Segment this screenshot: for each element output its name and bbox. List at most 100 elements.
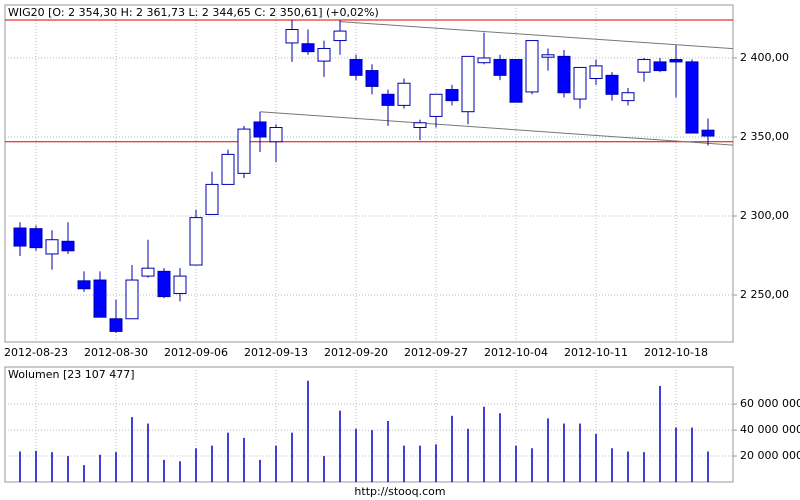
candle-body (237, 128, 251, 174)
candle-body (637, 59, 651, 73)
volume-bar (611, 448, 613, 482)
volume-bar (499, 413, 501, 482)
candle-body (541, 54, 555, 58)
volume-bar (659, 385, 661, 482)
candle-body (221, 153, 235, 185)
candle-body (45, 239, 59, 255)
volume-bar (371, 430, 373, 482)
volume-bar (643, 452, 645, 482)
candle-body (61, 240, 75, 252)
volume-bar (147, 423, 149, 482)
volume-bar (67, 456, 69, 482)
candle-body (477, 57, 491, 64)
candle-body (557, 55, 571, 94)
volume-bar (35, 450, 37, 482)
x-tick-label: 2012-10-18 (644, 346, 708, 359)
chart-title: Wolumen [23 107 477] (8, 368, 135, 381)
candle-body (701, 129, 715, 137)
x-tick-label: 2012-09-06 (164, 346, 228, 359)
price-panel (4, 4, 734, 343)
candle-body (493, 59, 507, 76)
candle-body (333, 30, 347, 42)
candle-body (509, 59, 523, 103)
candle-body (365, 70, 379, 87)
volume-bar (291, 432, 293, 482)
volume-bar (563, 423, 565, 482)
volume-bar (259, 459, 261, 482)
candle-body (653, 61, 667, 72)
volume-panel (4, 366, 734, 483)
candle-body (669, 59, 683, 63)
volume-bar (419, 445, 421, 482)
volume-bar (483, 406, 485, 482)
candle-body (157, 270, 171, 298)
candle-body (397, 82, 411, 106)
x-tick-label: 2012-09-13 (244, 346, 308, 359)
volume-bar (163, 459, 165, 482)
trend-line (339, 21, 734, 50)
candle-body (141, 267, 155, 277)
volume-bar (355, 428, 357, 482)
trend-line (259, 111, 734, 146)
volume-bar (451, 415, 453, 482)
volume-bar (467, 428, 469, 482)
candle-body (413, 122, 427, 129)
volume-bar (19, 451, 21, 482)
volume-bar (339, 410, 341, 482)
volume-bar (307, 380, 309, 482)
candle-body (253, 121, 267, 138)
volume-bar (435, 444, 437, 482)
volume-bar (515, 445, 517, 482)
candle-body (589, 65, 603, 80)
candle-body (269, 127, 283, 143)
candle-body (445, 89, 459, 102)
candle-body (317, 47, 331, 62)
volume-bar (579, 423, 581, 482)
x-tick-label: 2012-08-23 (4, 346, 68, 359)
volume-bar (51, 452, 53, 482)
y-tick-label: 2 300,00 (740, 209, 789, 222)
y-tick-label: 2 350,00 (740, 130, 789, 143)
chart-title: WIG20 [O: 2 354,30 H: 2 361,73 L: 2 344,… (8, 6, 379, 19)
candle-body (205, 183, 219, 215)
volume-bar (387, 420, 389, 482)
volume-bar (691, 427, 693, 482)
x-tick-label: 2012-09-27 (404, 346, 468, 359)
x-tick-label: 2012-08-30 (84, 346, 148, 359)
candle-body (77, 280, 91, 290)
candle-body (173, 275, 187, 294)
volume-bar (675, 427, 677, 482)
volume-bar (195, 448, 197, 482)
y-tick-label: 60 000 000 (740, 397, 800, 410)
candle-body (93, 279, 107, 318)
volume-bar (99, 454, 101, 482)
volume-bar (275, 445, 277, 482)
candle-body (685, 61, 699, 134)
y-tick-label: 2 400,00 (740, 51, 789, 64)
candle-body (301, 43, 315, 53)
volume-bar (403, 445, 405, 482)
y-tick-label: 2 250,00 (740, 288, 789, 301)
candle-body (621, 92, 635, 102)
volume-bar (131, 417, 133, 482)
volume-bar (243, 437, 245, 482)
volume-bar (627, 451, 629, 482)
x-tick-label: 2012-09-20 (324, 346, 388, 359)
volume-bar (227, 432, 229, 482)
candle-body (461, 55, 475, 113)
candle-body (381, 93, 395, 106)
candle-body (525, 40, 539, 93)
volume-bar (323, 456, 325, 482)
volume-bar (83, 465, 85, 482)
footer: http://stooq.com (354, 485, 445, 498)
candle-body (109, 318, 123, 332)
volume-bar (595, 433, 597, 482)
candle-body (29, 228, 43, 249)
x-tick-label: 2012-10-11 (564, 346, 628, 359)
candle-body (605, 74, 619, 95)
volume-bar (179, 461, 181, 482)
candle-body (13, 227, 27, 247)
candle-body (349, 59, 363, 76)
candle-body (125, 279, 139, 320)
